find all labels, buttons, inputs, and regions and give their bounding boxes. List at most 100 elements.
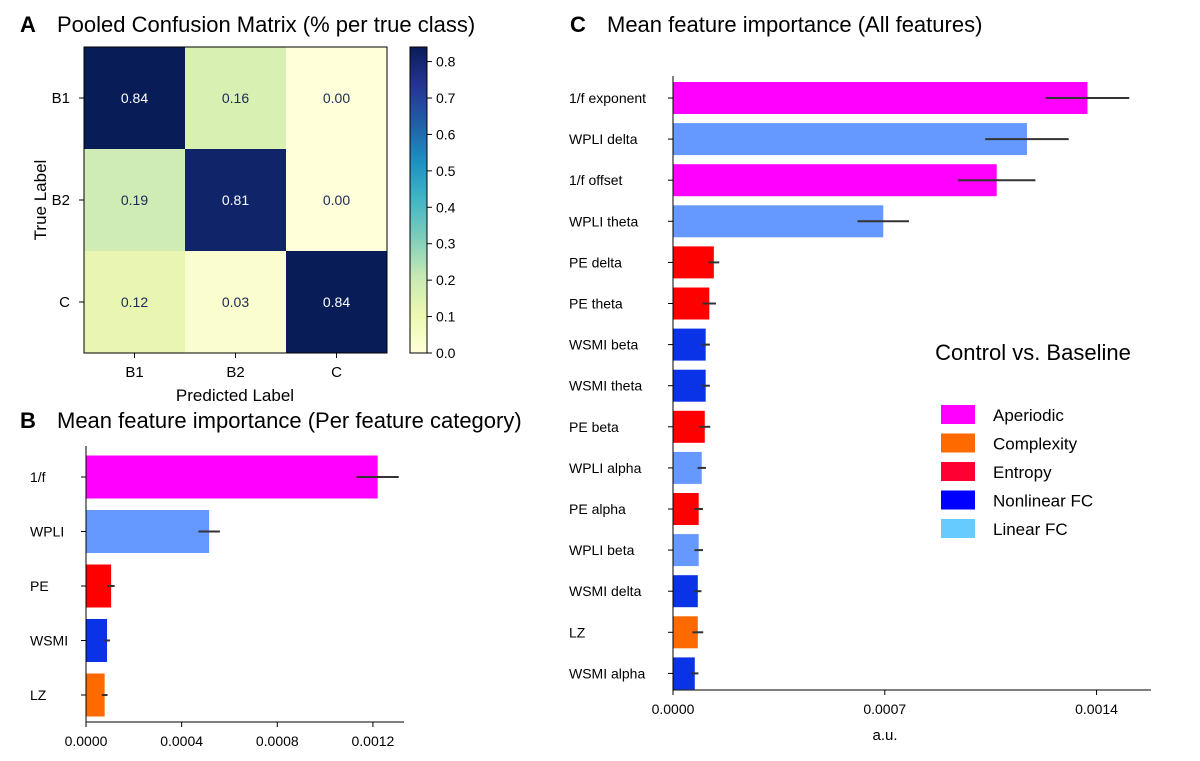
bar-wsmi: [86, 619, 108, 662]
y-tick-label: PE theta: [569, 296, 623, 312]
legend-swatch-entropy: [941, 462, 975, 481]
bar-1-f: [86, 455, 378, 499]
bar-pe-alpha: [673, 493, 699, 525]
x-tick-label: 0.0014: [1075, 701, 1118, 717]
heatmap-x-tick-label: B2: [226, 364, 244, 381]
x-tick-label: 0.0007: [863, 701, 906, 717]
colorbar-tick-label: 0.4: [436, 199, 456, 215]
heatmap-cell: [84, 251, 186, 354]
bar-wpli: [86, 510, 210, 553]
bar-wpli-theta: [673, 205, 884, 238]
colorbar-tick-label: 0.8: [436, 54, 456, 70]
heatmap-y-ticks: B1 B2 C: [52, 90, 84, 311]
x-tick-label: 0.0008: [256, 733, 299, 749]
legend-swatch-linear-fc: [941, 519, 975, 538]
y-tick-label: WSMI theta: [569, 378, 642, 394]
panel-c-letter: C: [570, 12, 586, 37]
bar-lz: [86, 673, 105, 717]
legend-swatch-complexity: [941, 433, 975, 453]
heatmap-cell-label: 0.03: [222, 294, 249, 310]
heatmap-y-tick-label: C: [59, 294, 70, 311]
heatmap-y-tick-label: B1: [52, 90, 70, 107]
y-tick-label: 1/f: [30, 469, 46, 485]
legend-label: Aperiodic: [993, 406, 1064, 425]
bar-pe: [86, 564, 112, 608]
y-tick-label: WSMI delta: [569, 583, 642, 599]
heatmap-x-tick-label: C: [331, 364, 342, 381]
y-tick-label: WPLI alpha: [569, 460, 642, 476]
colorbar-tick-label: 0.6: [436, 126, 456, 142]
heatmap-cell-label: 0.12: [121, 294, 148, 310]
heatmap-cell-label: 0.16: [222, 90, 249, 106]
y-tick-label: WSMI alpha: [569, 665, 645, 681]
panel-b: B Mean feature importance (Per feature c…: [20, 408, 522, 749]
colorbar-tick-label: 0.2: [436, 272, 456, 288]
heatmap-cell: [84, 47, 186, 150]
x-tick-label: 0.0012: [352, 733, 395, 749]
y-tick-label: WSMI beta: [569, 337, 638, 353]
y-tick-label: 1/f offset: [569, 172, 623, 188]
heatmap-value-labels: 0.84 0.16 0.00 0.19 0.81 0.00 0.12 0.03 0.84: [121, 90, 350, 310]
colorbar-ticks: 0.0 0.1 0.2 0.3 0.4 0.5 0.6 0.7 0.8: [427, 54, 456, 361]
x-tick-label: 0.0004: [160, 733, 203, 749]
panel-c-bars: [673, 82, 1130, 690]
y-tick-label: 1/f exponent: [569, 90, 646, 106]
bar-wpli-delta: [673, 123, 1027, 156]
legend-label: Nonlinear FC: [993, 492, 1093, 511]
panel-b-x-ticks: 0.0000 0.0004 0.0008 0.0012: [65, 722, 395, 749]
colorbar-tick-label: 0.7: [436, 90, 456, 106]
heatmap-cell: [84, 149, 186, 252]
heatmap-cell: [286, 47, 388, 150]
panel-c-y-ticks: 1/f exponent WPLI delta 1/f offset WPLI the…: [569, 90, 673, 681]
y-tick-label: WPLI: [30, 524, 64, 540]
panel-c-xlabel: a.u.: [872, 727, 897, 744]
bar-pe-delta: [673, 246, 714, 279]
panel-b-title: Mean feature importance (Per feature cat…: [57, 408, 522, 433]
bar-wsmi-beta: [673, 328, 706, 361]
panel-c-title: Mean feature importance (All features): [607, 12, 982, 37]
bar-wsmi-theta: [673, 369, 706, 402]
panel-b-bars: [86, 455, 399, 717]
panel-b-y-ticks: 1/f WPLI PE WSMI LZ: [30, 469, 86, 703]
legend-label: Linear FC: [993, 520, 1068, 539]
y-tick-label: WPLI theta: [569, 213, 638, 229]
panel-c: C Mean feature importance (All features)…: [569, 12, 1151, 744]
heatmap-cell-label: 0.84: [323, 294, 350, 310]
y-tick-label: PE beta: [569, 419, 619, 435]
heatmap-cell: [286, 149, 388, 252]
x-tick-label: 0.0000: [65, 733, 108, 749]
colorbar-tick-label: 0.1: [436, 309, 456, 325]
bar-wpli-beta: [673, 534, 699, 567]
colorbar: [409, 46, 428, 354]
y-tick-label: PE alpha: [569, 501, 626, 517]
heatmap-cells: [84, 47, 388, 354]
y-tick-label: LZ: [30, 687, 47, 703]
panel-c-x-ticks: 0.0000 0.0007 0.0014: [652, 690, 1118, 717]
y-tick-label: WPLI delta: [569, 131, 638, 147]
heatmap-cell: [185, 47, 287, 150]
y-tick-label: LZ: [569, 624, 586, 640]
colorbar-tick-label: 0.5: [436, 163, 456, 179]
bar-1-f-exponent: [673, 82, 1088, 114]
heatmap-ylabel: True Label: [31, 160, 50, 241]
heatmap-cell: [185, 149, 287, 252]
y-tick-label: WSMI: [30, 633, 68, 649]
colorbar-tick-label: 0.0: [436, 345, 456, 361]
heatmap-cell-label: 0.81: [222, 192, 249, 208]
legend: Aperiodic Complexity Entropy Nonlinear FC Li…: [941, 405, 1093, 539]
x-tick-label: 0.0000: [652, 701, 695, 717]
y-tick-label: PE delta: [569, 254, 622, 270]
heatmap-x-tick-label: B1: [125, 364, 143, 381]
bar-wsmi-delta: [673, 575, 698, 608]
heatmap-cell: [286, 251, 388, 354]
heatmap-cell-label: 0.00: [323, 192, 350, 208]
panel-a-letter: A: [20, 12, 36, 37]
panel-a: A Pooled Confusion Matrix (% per true cl…: [20, 12, 475, 405]
bar-1-f-offset: [673, 164, 997, 197]
panel-a-title: Pooled Confusion Matrix (% per true clas…: [57, 12, 475, 37]
heatmap-x-ticks: B1 B2 C: [125, 353, 342, 381]
heatmap-cell-label: 0.84: [121, 90, 148, 106]
legend-swatch-aperiodic: [941, 405, 975, 424]
legend-label: Entropy: [993, 463, 1052, 482]
